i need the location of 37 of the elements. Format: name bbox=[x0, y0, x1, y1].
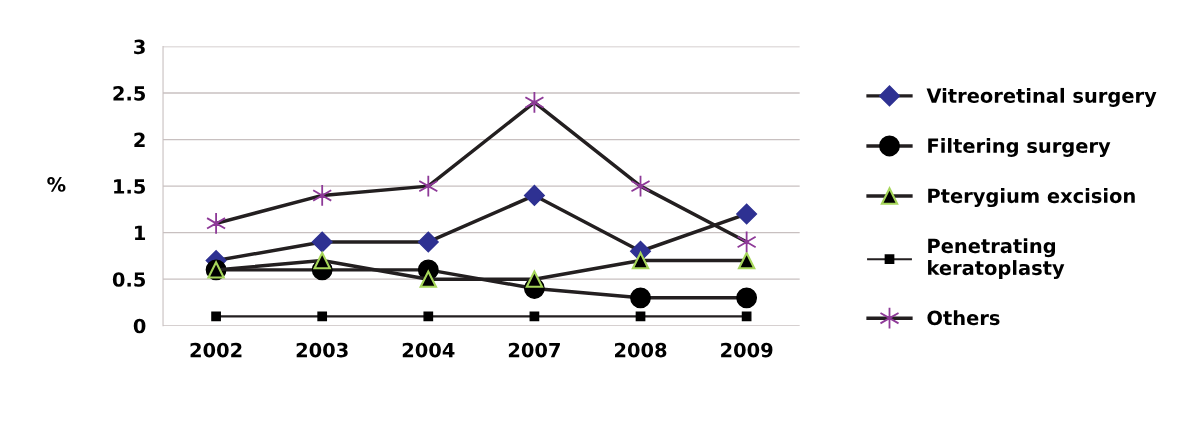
legend-label: Vitreoretinal surgery bbox=[926, 87, 1157, 107]
y-axis-title: % bbox=[47, 177, 66, 192]
point bbox=[206, 212, 227, 235]
x-tick-label: 2009 bbox=[721, 342, 773, 358]
y-tick-label: 2.5 bbox=[113, 86, 146, 101]
x-tick-label: 2004 bbox=[402, 342, 455, 358]
point bbox=[417, 231, 439, 253]
y-tick-label: 1.5 bbox=[114, 179, 146, 194]
y-tick-label: 0.5 bbox=[112, 272, 146, 287]
point bbox=[736, 230, 757, 254]
point bbox=[317, 311, 328, 322]
point bbox=[737, 251, 756, 270]
point bbox=[418, 174, 439, 198]
point bbox=[525, 270, 544, 288]
x-tick-label: 2003 bbox=[296, 342, 348, 358]
x-tick-label: 2002 bbox=[190, 342, 242, 358]
legend-label: Others bbox=[927, 310, 1000, 326]
legend-label: Penetrating keratoplasty bbox=[928, 238, 1065, 280]
point bbox=[311, 231, 333, 253]
point bbox=[312, 184, 333, 207]
x-tick-label: 2008 bbox=[615, 342, 667, 358]
point bbox=[736, 203, 758, 225]
point bbox=[211, 311, 221, 322]
y-tick-label: 0 bbox=[133, 318, 146, 334]
x-tick-label: 2007 bbox=[508, 342, 560, 358]
y-tick-label: 2 bbox=[134, 132, 145, 147]
legend-label: Pterygium excision bbox=[928, 188, 1135, 208]
point bbox=[736, 287, 758, 309]
legend-label: Filtering surgery bbox=[928, 138, 1111, 157]
point bbox=[313, 251, 331, 270]
point bbox=[419, 270, 437, 288]
point bbox=[630, 287, 651, 309]
point bbox=[523, 184, 545, 206]
y-tick-label: 1 bbox=[135, 225, 146, 241]
point bbox=[423, 311, 434, 322]
y-tick-label: 3 bbox=[134, 39, 145, 55]
point bbox=[631, 251, 650, 270]
